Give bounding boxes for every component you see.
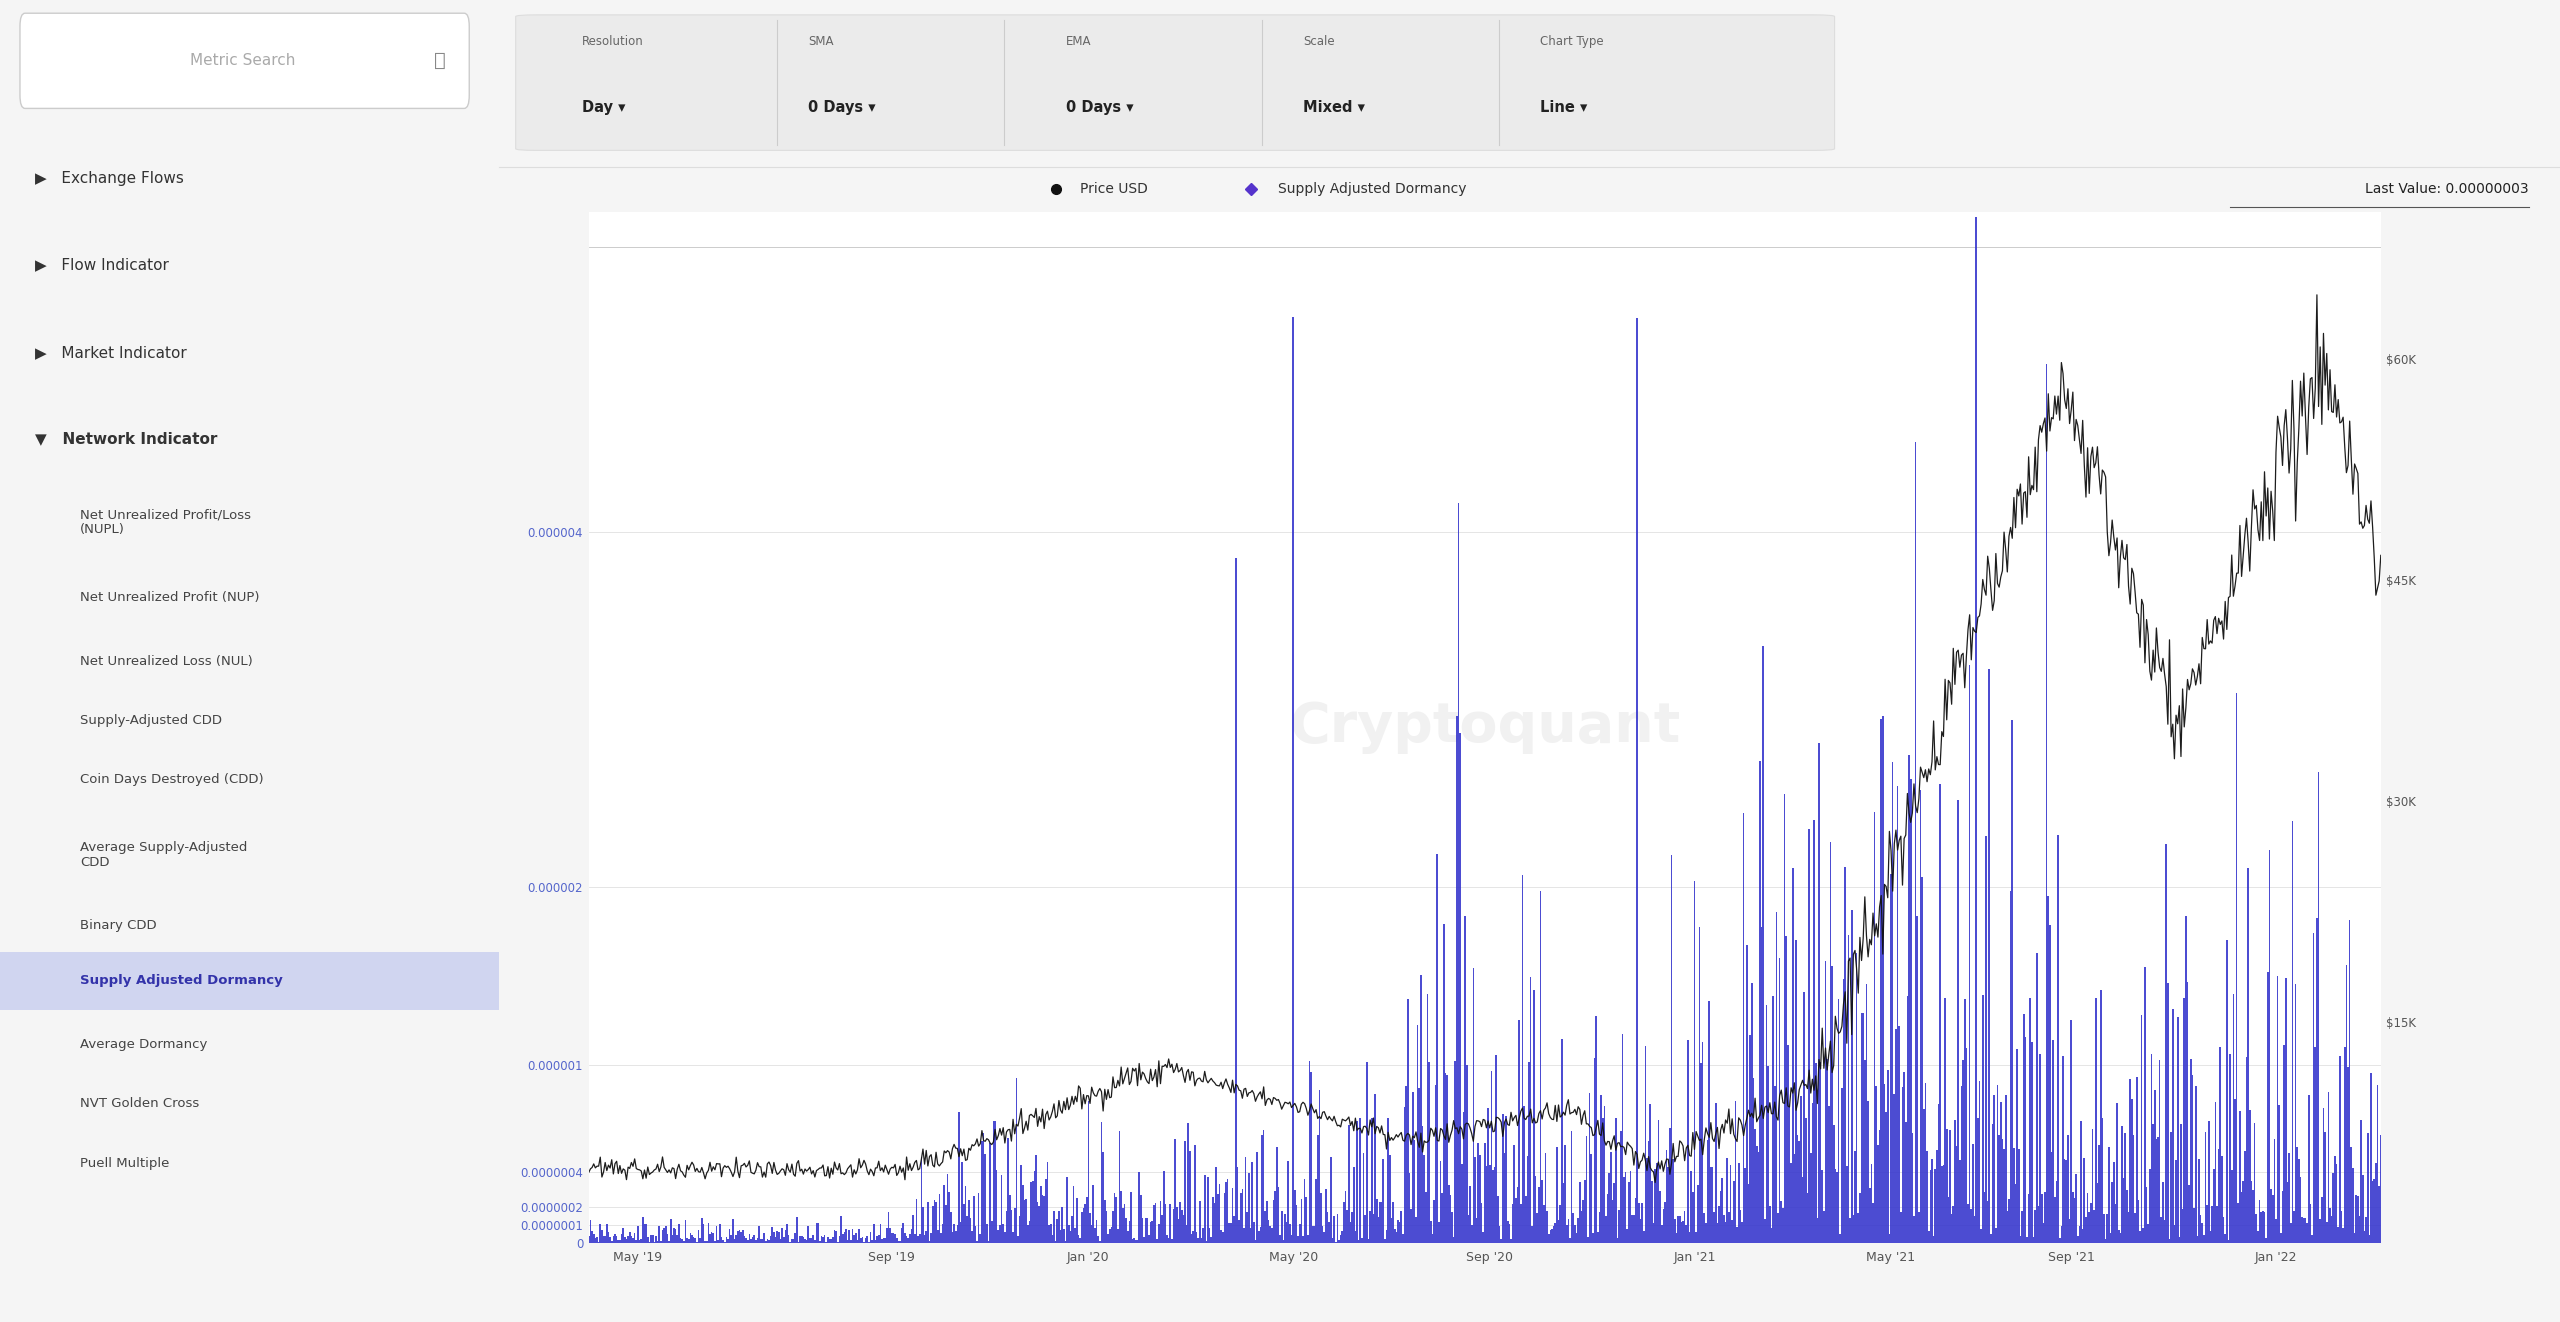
Text: Average Dormancy: Average Dormancy — [79, 1038, 207, 1051]
Text: Resolution: Resolution — [581, 34, 643, 48]
Text: Coin Days Destroyed (CDD): Coin Days Destroyed (CDD) — [79, 773, 264, 787]
Text: Metric Search: Metric Search — [189, 53, 294, 69]
Text: Mixed ▾: Mixed ▾ — [1303, 100, 1364, 115]
FancyBboxPatch shape — [20, 13, 468, 108]
Text: ▶   Flow Indicator: ▶ Flow Indicator — [36, 256, 169, 272]
Text: Supply Adjusted Dormancy: Supply Adjusted Dormancy — [1277, 182, 1467, 196]
Text: Average Supply-Adjusted
CDD: Average Supply-Adjusted CDD — [79, 841, 248, 870]
Text: Price USD: Price USD — [1080, 182, 1149, 196]
Text: ▼   Network Indicator: ▼ Network Indicator — [36, 431, 218, 447]
Text: 0 Days ▾: 0 Days ▾ — [1065, 100, 1134, 115]
Text: ▶   Market Indicator: ▶ Market Indicator — [36, 345, 187, 361]
Text: Supply Adjusted Dormancy: Supply Adjusted Dormancy — [79, 974, 282, 988]
Text: Chart Type: Chart Type — [1541, 34, 1603, 48]
Text: Binary CDD: Binary CDD — [79, 919, 156, 932]
Text: SMA: SMA — [809, 34, 835, 48]
Text: Net Unrealized Profit (NUP): Net Unrealized Profit (NUP) — [79, 591, 259, 604]
Text: 0 Days ▾: 0 Days ▾ — [809, 100, 876, 115]
Text: Day ▾: Day ▾ — [581, 100, 625, 115]
FancyBboxPatch shape — [515, 15, 1836, 151]
Text: ⌕: ⌕ — [435, 52, 445, 70]
Text: Net Unrealized Profit/Loss
(NUPL): Net Unrealized Profit/Loss (NUPL) — [79, 508, 251, 537]
Text: Net Unrealized Loss (NUL): Net Unrealized Loss (NUL) — [79, 654, 253, 668]
Text: Puell Multiple: Puell Multiple — [79, 1157, 169, 1170]
Text: NVT Golden Cross: NVT Golden Cross — [79, 1097, 200, 1110]
FancyBboxPatch shape — [0, 952, 499, 1010]
Text: Supply-Adjusted CDD: Supply-Adjusted CDD — [79, 714, 223, 727]
Text: Cryptoquant: Cryptoquant — [1290, 701, 1679, 754]
Text: ▶   Exchange Flows: ▶ Exchange Flows — [36, 171, 184, 186]
Text: Last Value: 0.00000003: Last Value: 0.00000003 — [2365, 182, 2529, 196]
Text: EMA: EMA — [1065, 34, 1091, 48]
Text: Scale: Scale — [1303, 34, 1334, 48]
Text: Line ▾: Line ▾ — [1541, 100, 1587, 115]
